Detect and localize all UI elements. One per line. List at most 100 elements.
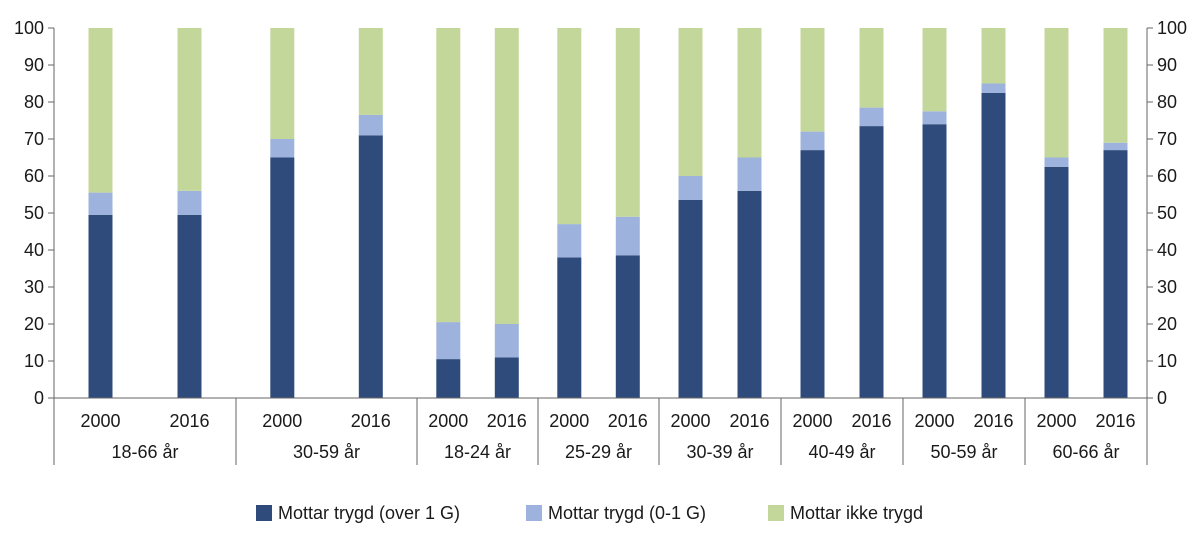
bar-segment-2-11: [800, 131, 825, 151]
x-tick-label-1: 2000: [80, 411, 120, 431]
group-label-7: 50-59 år: [930, 442, 997, 462]
bar-segment-1-16: [1103, 150, 1128, 398]
bar-segment-2-15: [1044, 157, 1069, 167]
legend: Mottar trygd (over 1 G) Mottar trygd (0-1…: [256, 503, 923, 523]
x-tick-label-10: 2016: [729, 411, 769, 431]
y-tick-label-right-5: 50: [1157, 203, 1177, 223]
bar-segment-3-11: [800, 28, 825, 132]
y-tick-label-left-9: 90: [24, 55, 44, 75]
legend-swatch-3: [768, 505, 784, 521]
x-tick-label-11: 2000: [792, 411, 832, 431]
bar-segment-3-13: [922, 28, 947, 112]
bar-segment-2-8: [615, 216, 640, 256]
group-label-1: 18-66 år: [111, 442, 178, 462]
bar-segment-3-6: [494, 28, 519, 324]
bar-segment-3-2: [177, 28, 202, 191]
group-label-3: 18-24 år: [444, 442, 511, 462]
bar-segment-2-9: [678, 176, 703, 200]
group-label-2: 30-59 år: [293, 442, 360, 462]
y-tick-label-right-1: 10: [1157, 351, 1177, 371]
bar-segment-3-4: [358, 28, 383, 115]
y-tick-label-right-6: 60: [1157, 166, 1177, 186]
bar-segment-3-7: [557, 28, 582, 225]
y-tick-label-left-8: 80: [24, 92, 44, 112]
bar-segment-1-10: [737, 190, 762, 398]
bar-segment-2-7: [557, 224, 582, 258]
x-tick-label-13: 2000: [914, 411, 954, 431]
group-label-4: 25-29 år: [565, 442, 632, 462]
bar-segment-1-2: [177, 214, 202, 398]
y-tick-label-right-4: 40: [1157, 240, 1177, 260]
legend-label-3: Mottar ikke trygd: [790, 503, 923, 523]
x-tick-label-7: 2000: [549, 411, 589, 431]
bar-segment-2-6: [494, 324, 519, 358]
bar-segment-3-16: [1103, 28, 1128, 143]
y-tick-label-left-0: 0: [34, 388, 44, 408]
bar-segment-3-14: [981, 28, 1006, 84]
bar-segment-2-1: [88, 192, 113, 215]
bar-segment-2-12: [859, 107, 884, 127]
bar-segment-2-4: [358, 114, 383, 136]
bar-segment-2-16: [1103, 142, 1128, 151]
y-tick-label-right-0: 0: [1157, 388, 1167, 408]
x-tick-label-5: 2000: [428, 411, 468, 431]
bar-segment-3-9: [678, 28, 703, 176]
y-tick-label-left-6: 60: [24, 166, 44, 186]
axes-layer: 0 0 10 10 20 20 30 30 40 40 50 50 60 60 70 70 80 80 90 90 10…: [14, 18, 1187, 465]
x-tick-label-4: 2016: [351, 411, 391, 431]
y-tick-label-right-9: 90: [1157, 55, 1177, 75]
y-tick-label-left-7: 70: [24, 129, 44, 149]
x-tick-label-6: 2016: [487, 411, 527, 431]
y-tick-label-right-2: 20: [1157, 314, 1177, 334]
bar-segment-3-12: [859, 28, 884, 108]
x-tick-label-12: 2016: [851, 411, 891, 431]
y-tick-label-left-10: 100: [14, 18, 44, 38]
y-tick-label-left-4: 40: [24, 240, 44, 260]
bar-segment-1-6: [494, 357, 519, 398]
bar-segment-2-13: [922, 111, 947, 125]
bar-segment-1-1: [88, 214, 113, 398]
bar-segment-3-15: [1044, 28, 1069, 158]
bar-segment-3-10: [737, 28, 762, 158]
y-tick-label-right-7: 70: [1157, 129, 1177, 149]
bar-segment-3-3: [270, 28, 295, 139]
bar-segment-2-2: [177, 190, 202, 215]
bar-segment-2-5: [436, 322, 461, 360]
group-label-5: 30-39 år: [686, 442, 753, 462]
bar-segment-2-10: [737, 157, 762, 191]
group-label-8: 60-66 år: [1052, 442, 1119, 462]
group-label-6: 40-49 år: [808, 442, 875, 462]
bar-segment-1-3: [270, 157, 295, 398]
y-tick-label-right-8: 80: [1157, 92, 1177, 112]
x-tick-label-15: 2000: [1036, 411, 1076, 431]
x-tick-label-14: 2016: [973, 411, 1013, 431]
bar-segment-1-9: [678, 200, 703, 398]
bar-segment-1-8: [615, 255, 640, 398]
x-tick-label-2: 2016: [169, 411, 209, 431]
bar-segment-1-5: [436, 359, 461, 398]
x-tick-label-16: 2016: [1095, 411, 1135, 431]
y-tick-label-left-5: 50: [24, 203, 44, 223]
x-tick-label-9: 2000: [670, 411, 710, 431]
legend-swatch-1: [256, 505, 272, 521]
bar-segment-1-13: [922, 124, 947, 398]
x-tick-label-8: 2016: [608, 411, 648, 431]
bar-segment-3-1: [88, 28, 113, 193]
bar-segment-1-14: [981, 92, 1006, 399]
bar-segment-1-7: [557, 257, 582, 398]
legend-swatch-2: [526, 505, 542, 521]
y-tick-label-left-3: 30: [24, 277, 44, 297]
bar-segment-1-11: [800, 150, 825, 398]
x-tick-label-3: 2000: [262, 411, 302, 431]
bar-segment-3-5: [436, 28, 461, 323]
bar-segment-1-12: [859, 126, 884, 398]
bar-segment-2-14: [981, 83, 1006, 93]
y-tick-label-right-3: 30: [1157, 277, 1177, 297]
bar-segment-1-15: [1044, 166, 1069, 399]
bar-segment-3-8: [615, 28, 640, 217]
legend-label-1: Mottar trygd (over 1 G): [278, 503, 460, 523]
bars-layer: [88, 28, 1128, 399]
y-tick-label-left-2: 20: [24, 314, 44, 334]
y-tick-label-left-1: 10: [24, 351, 44, 371]
